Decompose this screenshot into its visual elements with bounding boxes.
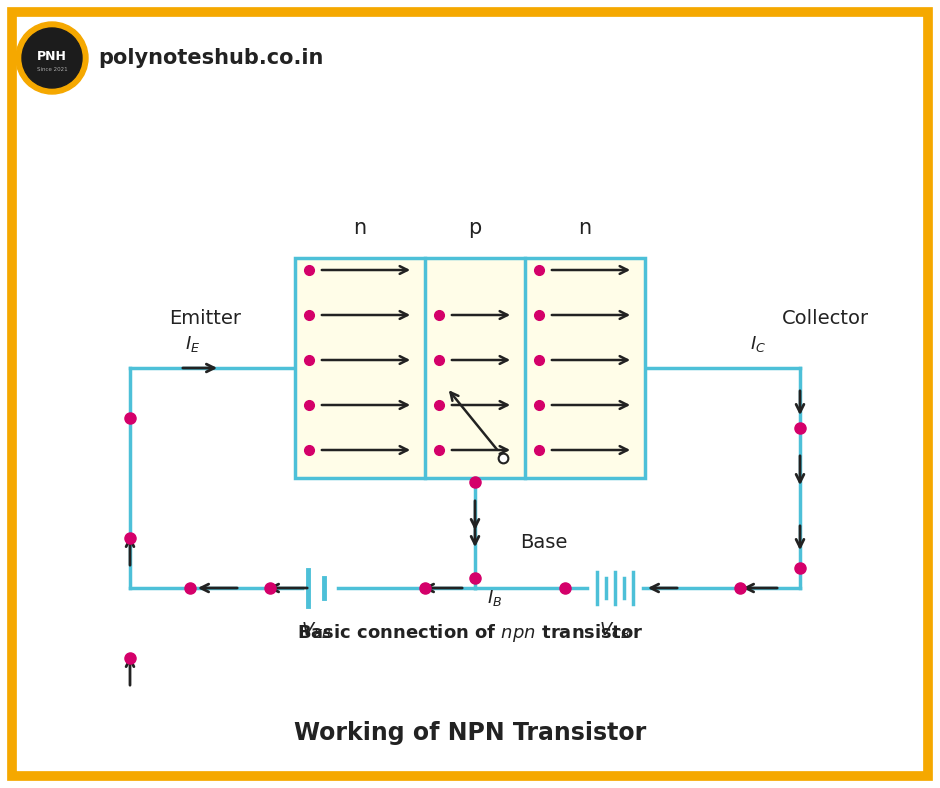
Text: Since 2021: Since 2021 — [37, 66, 68, 72]
Circle shape — [16, 22, 88, 94]
Text: Emitter: Emitter — [169, 309, 241, 328]
Text: polynoteshub.co.in: polynoteshub.co.in — [98, 48, 323, 68]
Text: p: p — [468, 218, 481, 238]
Text: n: n — [578, 218, 591, 238]
Text: $I_C$: $I_C$ — [750, 334, 766, 354]
Text: Collector: Collector — [781, 309, 869, 328]
Text: PNH: PNH — [37, 50, 67, 62]
Text: n: n — [353, 218, 367, 238]
Text: $I_B$: $I_B$ — [487, 588, 502, 608]
Text: Base: Base — [520, 533, 568, 552]
Circle shape — [22, 28, 82, 88]
Text: $V_{EB}$: $V_{EB}$ — [301, 620, 331, 640]
Text: Working of NPN Transistor: Working of NPN Transistor — [294, 721, 646, 745]
Text: Basic connection of $\it{npn}$ transistor: Basic connection of $\it{npn}$ transisto… — [297, 622, 643, 644]
Bar — [295, 258, 645, 478]
Text: $V_{CB}$: $V_{CB}$ — [600, 620, 631, 640]
Text: $I_E$: $I_E$ — [185, 334, 200, 354]
